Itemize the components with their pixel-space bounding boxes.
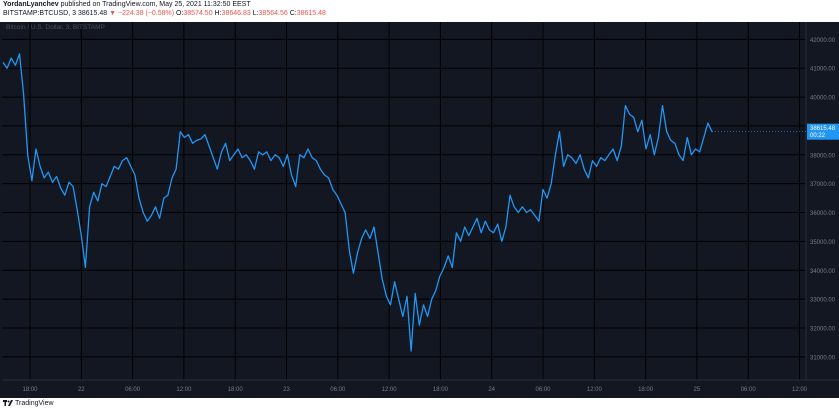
y-tick-label: 42000.00 [810,38,836,44]
x-tick-label: 23 [283,387,290,393]
y-tick-label: 36000.00 [810,211,836,217]
x-tick-label: 18:00 [433,387,449,393]
close-label: C: [289,10,297,17]
published-text: published on TradingView.com, May 25, 20… [60,1,251,8]
x-tick-label: 12:00 [792,387,808,393]
high-label: H: [214,10,222,17]
y-tick-label: 37000.00 [810,182,836,188]
chart-area[interactable]: 31000.00 32000.00 33000.00 34000.00 35000.00… [0,22,839,398]
x-tick-label: 06:00 [535,387,551,393]
low-value: 38564.56 [258,10,288,17]
x-tick-label: 06:00 [125,387,141,393]
last-price-value: 38615.48 [810,126,836,132]
open-value: 38574.50 [183,10,213,17]
y-tick-label: 31000.00 [810,355,836,361]
x-tick-label: 22 [78,387,85,393]
close-value: 38615.48 [296,10,326,17]
y-tick-label: 33000.00 [810,298,836,304]
x-tick-label: 18:00 [638,387,654,393]
x-tick-label: 24 [488,387,495,393]
triangle-down-icon: ▼ [109,10,117,17]
x-tick-label: 12:00 [382,387,398,393]
price-change: −224.38 (−0.58%) [118,10,175,17]
footer [0,398,839,412]
x-tick-label: 06:00 [330,387,346,393]
open-label: O: [176,10,184,17]
x-tick-label: 12:00 [587,387,603,393]
price-chart[interactable]: 31000.00 32000.00 33000.00 34000.00 35000.00… [0,22,839,398]
tradingview-logo-text: TradingView [15,400,54,407]
x-tick-label: 18:00 [22,387,38,393]
y-tick-label: 35000.00 [810,240,836,246]
y-tick-label: 41000.00 [810,67,836,73]
y-tick-label: 34000.00 [810,269,836,275]
publish-byline: YordanLyanchev published on TradingView.… [3,1,251,8]
chart-watermark: Bitcoin / U.S. Dollar, 3, BITSTAMP [6,24,105,31]
low-label: L: [252,10,259,17]
price-line-series [2,53,713,352]
last-price: 38615.48 [77,10,108,17]
tradingview-logo-icon [3,400,13,406]
x-tick-label: 25 [694,387,701,393]
author-name[interactable]: YordanLyanchev [3,1,59,8]
tradingview-logo[interactable]: TradingView [3,400,54,407]
x-tick-label: 12:00 [176,387,192,393]
y-tick-label: 40000.00 [810,96,836,102]
x-tick-label: 18:00 [228,387,244,393]
publish-header: YordanLyanchev published on TradingView.… [0,0,839,22]
y-tick-label: 38000.00 [810,153,836,159]
high-value: 38646.83 [221,10,251,17]
symbol-name: BITSTAMP:BTCUSD, 3 [3,10,76,17]
last-price-tag [807,123,839,140]
countdown-value: 00:22 [810,133,826,139]
y-tick-label: 32000.00 [810,327,836,333]
symbol-legend: BITSTAMP:BTCUSD, 3 38615.48 ▼ −224.38 (−… [3,10,326,17]
x-tick-label: 06:00 [741,387,757,393]
